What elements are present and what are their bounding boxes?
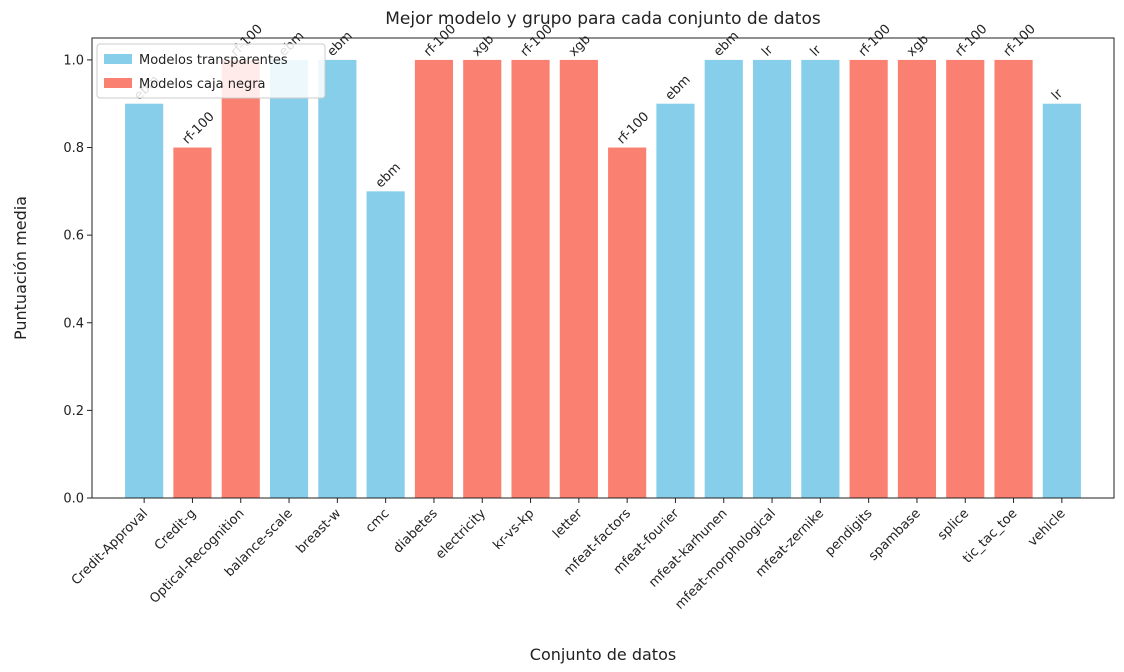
- bar-annotation: lr: [759, 42, 776, 59]
- x-tick-label: Credit-Approval: [69, 506, 151, 588]
- y-tick-label: 0.4: [63, 316, 84, 331]
- bar-annotation: rf-100: [614, 109, 652, 147]
- bar-annotation: ebm: [325, 29, 356, 60]
- bar-annotation: lr: [1049, 86, 1066, 103]
- bar-annotation: xgb: [469, 32, 497, 60]
- x-tick-label: breast-w: [294, 506, 345, 557]
- bar: [656, 103, 695, 498]
- y-axis-label: Puntuación media: [11, 196, 30, 340]
- x-tick-label: diabetes: [391, 506, 441, 556]
- bar: [801, 59, 840, 499]
- y-tick-label: 0.6: [63, 229, 84, 244]
- y-tick-label: 0.2: [63, 404, 84, 419]
- bar-annotation: ebm: [373, 160, 404, 191]
- x-tick-label: cmc: [363, 506, 393, 536]
- bar-annotation: rf-100: [952, 22, 990, 60]
- bar: [463, 59, 502, 499]
- bar-annotation: lr: [808, 42, 825, 59]
- bar: [559, 59, 598, 499]
- bar: [511, 59, 550, 499]
- bar: [994, 59, 1033, 499]
- y-tick-label: 0.0: [63, 492, 84, 507]
- bar: [897, 59, 937, 499]
- bar: [849, 59, 888, 499]
- x-tick-label: spambase: [866, 506, 924, 564]
- bar: [704, 59, 743, 499]
- legend-label: Modelos transparentes: [139, 53, 288, 68]
- x-tick-label: Credit-g: [152, 506, 199, 553]
- legend-label: Modelos caja negra: [139, 77, 266, 92]
- bar-annotation: ebm: [663, 72, 694, 103]
- x-tick-label: vehicle: [1025, 506, 1068, 549]
- legend: Modelos transparentes Modelos caja negra: [96, 43, 326, 99]
- bar-annotation: rf-100: [180, 109, 218, 147]
- legend-swatch: [104, 78, 132, 88]
- bar: [366, 191, 405, 499]
- x-tick-label: Optical-Recognition: [147, 506, 248, 607]
- bar: [269, 59, 309, 499]
- chart-title: Mejor modelo y grupo para cada conjunto …: [385, 9, 821, 29]
- bar: [221, 59, 260, 499]
- bar: [752, 59, 792, 499]
- y-tick-label: 1.0: [63, 53, 84, 68]
- bar: [608, 147, 647, 498]
- bar: [318, 59, 357, 499]
- bar-annotation: ebm: [711, 29, 742, 60]
- x-tick-label: electricity: [433, 506, 489, 562]
- bar-annotation: xgb: [566, 32, 594, 60]
- bar-annotation: rf-100: [856, 22, 894, 60]
- bar: [946, 59, 985, 499]
- bar-annotation: xgb: [904, 32, 932, 60]
- x-tick-label: splice: [935, 506, 972, 543]
- bar: [414, 59, 454, 499]
- bar: [1042, 103, 1081, 498]
- x-axis-label: Conjunto de datos: [530, 645, 676, 664]
- bar: [173, 147, 212, 498]
- legend-swatch: [104, 54, 132, 64]
- plot-frame: [91, 37, 1115, 499]
- x-tick-label: kr-vs-kp: [490, 506, 537, 553]
- y-tick-label: 0.8: [63, 141, 84, 156]
- bar: [125, 103, 164, 498]
- x-tick-label: letter: [550, 506, 586, 542]
- bar-annotation: rf-100: [1001, 22, 1039, 60]
- legend-box: [96, 43, 326, 99]
